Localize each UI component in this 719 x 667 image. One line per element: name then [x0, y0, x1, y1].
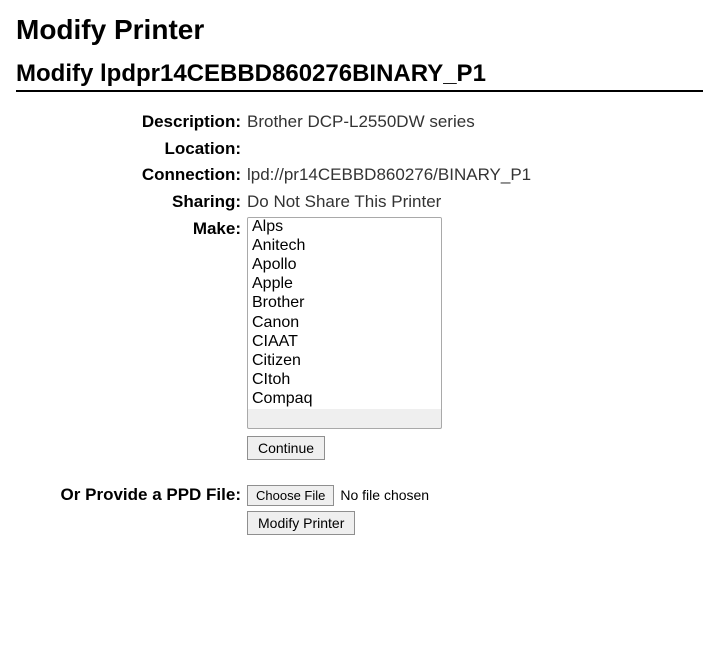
- make-option[interactable]: CIAAT: [248, 333, 441, 352]
- make-option[interactable]: CItoh: [248, 371, 441, 390]
- value-description: Brother DCP-L2550DW series: [247, 110, 703, 135]
- make-option[interactable]: Canon: [248, 314, 441, 333]
- make-option[interactable]: Brother: [248, 294, 441, 313]
- label-description: Description:: [16, 110, 247, 135]
- row-connection: Connection: lpd://pr14CEBBD860276/BINARY…: [16, 163, 703, 188]
- continue-button[interactable]: Continue: [247, 436, 325, 460]
- page-subtitle: Modify lpdpr14CEBBD860276BINARY_P1: [16, 60, 703, 92]
- row-ppd: Or Provide a PPD File: Choose File No fi…: [16, 483, 703, 536]
- no-file-label: No file chosen: [340, 485, 429, 505]
- row-make: Make: AlpsAnitechApolloAppleBrotherCanon…: [16, 217, 703, 461]
- row-sharing: Sharing: Do Not Share This Printer: [16, 190, 703, 215]
- make-option[interactable]: Citizen: [248, 352, 441, 371]
- make-select[interactable]: AlpsAnitechApolloAppleBrotherCanonCIAATC…: [247, 217, 442, 429]
- label-sharing: Sharing:: [16, 190, 247, 215]
- label-location: Location:: [16, 137, 247, 162]
- value-connection: lpd://pr14CEBBD860276/BINARY_P1: [247, 163, 703, 188]
- make-option[interactable]: Compaq: [248, 390, 441, 409]
- page-title: Modify Printer: [16, 14, 703, 46]
- modify-printer-button[interactable]: Modify Printer: [247, 511, 355, 535]
- row-description: Description: Brother DCP-L2550DW series: [16, 110, 703, 135]
- make-option[interactable]: Apollo: [248, 256, 441, 275]
- label-ppd: Or Provide a PPD File:: [16, 483, 247, 508]
- value-sharing: Do Not Share This Printer: [247, 190, 703, 215]
- label-connection: Connection:: [16, 163, 247, 188]
- make-option[interactable]: Apple: [248, 275, 441, 294]
- row-location: Location:: [16, 137, 703, 162]
- choose-file-button[interactable]: Choose File: [247, 485, 334, 506]
- make-option[interactable]: Alps: [248, 218, 441, 237]
- make-option[interactable]: Anitech: [248, 237, 441, 256]
- label-make: Make:: [16, 217, 247, 242]
